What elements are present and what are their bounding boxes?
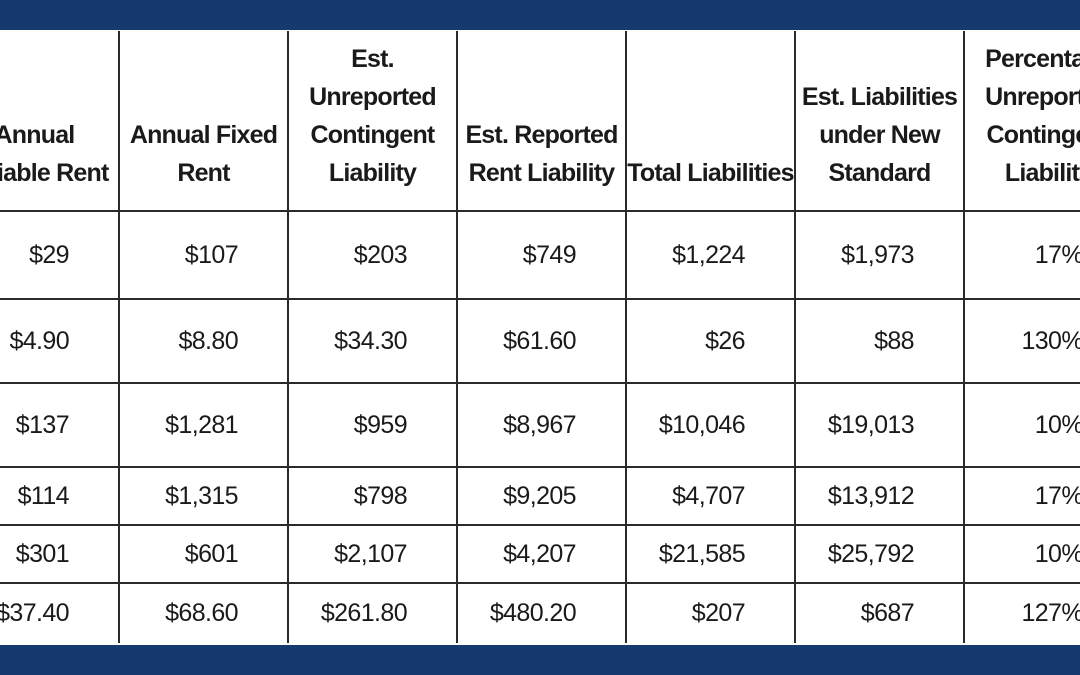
table-cell: $114 [0,466,120,526]
table-cell: $261.80 [287,582,458,643]
table-cell: $8,967 [456,382,627,468]
column-header: Annual Fixed Rent [118,31,289,212]
top-bar [0,0,1080,30]
table-cell: $959 [287,382,458,468]
table-cell: $25,792 [794,524,965,584]
table-cell: $301 [0,524,120,584]
table-cell: $21,585 [625,524,796,584]
table-cell: $798 [287,466,458,526]
table-cell: 17% [963,210,1080,300]
table-cell: 17% [963,466,1080,526]
table-cell: $10,046 [625,382,796,468]
table-cell: $601 [118,524,289,584]
table-cell: $1,281 [118,382,289,468]
table-cell: $687 [794,582,965,643]
table-row: $137 $1,281 $959 $8,967 $10,046 $19,013 10% [0,382,1080,468]
table-row: $4.90 $8.80 $34.30 $61.60 $26 $88 130% [0,298,1080,384]
table-cell: $1,973 [794,210,965,300]
table-cell: 127% [963,582,1080,643]
table-cell: $4.90 [0,298,120,384]
table-cell: $37.40 [0,582,120,643]
table-cell: $61.60 [456,298,627,384]
table-cell: $26 [625,298,796,384]
table-cell: $4,207 [456,524,627,584]
table-cell: $34.30 [287,298,458,384]
table-cell: $13,912 [794,466,965,526]
table-row: $301 $601 $2,107 $4,207 $21,585 $25,792 10% [0,524,1080,584]
table-cell: $4,707 [625,466,796,526]
table-cell: $207 [625,582,796,643]
table-cell: $203 [287,210,458,300]
table-cell: $1,315 [118,466,289,526]
table-cell: 10% [963,382,1080,468]
table-cell: $29 [0,210,120,300]
table-cell: $480.20 [456,582,627,643]
bottom-bar [0,645,1080,675]
table-body: $29 $107 $203 $749 $1,224 $1,973 17% $4.90 $8.80… [0,210,1080,643]
column-header: Percentage Unreported Contingent Liabili… [963,31,1080,212]
column-header: Annual Variable Rent [0,31,120,212]
table-cell: 130% [963,298,1080,384]
table-row: $114 $1,315 $798 $9,205 $4,707 $13,912 17% [0,466,1080,526]
table-cell: $1,224 [625,210,796,300]
table-cell: $749 [456,210,627,300]
column-header: Est. Liabilities under New Standard [794,31,965,212]
table-cell: $9,205 [456,466,627,526]
column-header: Est. Reported Rent Liability [456,31,627,212]
table-cell: $107 [118,210,289,300]
table-cell: $19,013 [794,382,965,468]
table-cell: $68.60 [118,582,289,643]
column-header: Est. Unreported Contingent Liability [287,31,458,212]
table-cell: $8.80 [118,298,289,384]
table-cell: $88 [794,298,965,384]
table-cell: $2,107 [287,524,458,584]
table-cell: $137 [0,382,120,468]
column-header: Total Liabilities [625,31,796,212]
table-row: $29 $107 $203 $749 $1,224 $1,973 17% [0,210,1080,300]
table-row: $37.40 $68.60 $261.80 $480.20 $207 $687 127% [0,582,1080,643]
table-cell: 10% [963,524,1080,584]
